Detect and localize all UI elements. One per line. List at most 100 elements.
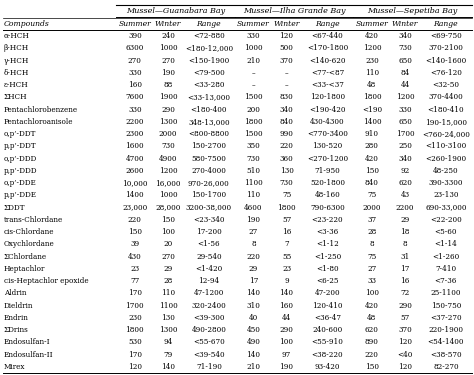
Text: 8: 8 bbox=[370, 240, 374, 248]
Text: 7600: 7600 bbox=[126, 93, 144, 101]
Text: <1-420: <1-420 bbox=[195, 265, 222, 273]
Text: 150: 150 bbox=[161, 216, 175, 224]
Text: 7-410: 7-410 bbox=[435, 265, 456, 273]
Text: 40: 40 bbox=[249, 314, 258, 322]
Text: 12-94: 12-94 bbox=[198, 277, 219, 285]
Text: Summer: Summer bbox=[118, 20, 151, 28]
Text: 330: 330 bbox=[128, 69, 142, 77]
Text: 82-270: 82-270 bbox=[433, 363, 459, 371]
Text: 28: 28 bbox=[367, 228, 376, 236]
Text: Winter: Winter bbox=[273, 20, 300, 28]
Text: 75: 75 bbox=[367, 253, 376, 261]
Text: 2200: 2200 bbox=[396, 204, 414, 212]
Text: 190: 190 bbox=[161, 69, 175, 77]
Text: 240-600: 240-600 bbox=[312, 326, 343, 334]
Text: 420: 420 bbox=[365, 154, 379, 163]
Text: 170: 170 bbox=[128, 290, 142, 297]
Text: <54-1400: <54-1400 bbox=[428, 338, 464, 346]
Text: 490-2800: 490-2800 bbox=[191, 326, 226, 334]
Text: 580-7500: 580-7500 bbox=[191, 154, 226, 163]
Text: o,p’-DDD: o,p’-DDD bbox=[4, 154, 37, 163]
Text: 1800: 1800 bbox=[277, 204, 296, 212]
Text: Range: Range bbox=[315, 20, 340, 28]
Text: Range: Range bbox=[197, 20, 221, 28]
Text: <190: <190 bbox=[362, 106, 382, 114]
Text: <36-47: <36-47 bbox=[314, 314, 341, 322]
Text: Mussel—Ilha Grande Bay: Mussel—Ilha Grande Bay bbox=[243, 7, 346, 15]
Text: 1500: 1500 bbox=[244, 130, 263, 138]
Text: 370-4400: 370-4400 bbox=[428, 93, 463, 101]
Text: 1100: 1100 bbox=[244, 179, 263, 187]
Text: 39: 39 bbox=[130, 240, 139, 248]
Text: 280: 280 bbox=[365, 142, 379, 150]
Text: cis-Heptachlor epoxide: cis-Heptachlor epoxide bbox=[4, 277, 89, 285]
Text: 6300: 6300 bbox=[126, 44, 144, 53]
Text: <180-410: <180-410 bbox=[428, 106, 464, 114]
Text: 1700: 1700 bbox=[126, 302, 144, 310]
Text: 340: 340 bbox=[398, 154, 412, 163]
Text: ΣDrins: ΣDrins bbox=[4, 326, 29, 334]
Text: <170-1800: <170-1800 bbox=[307, 44, 348, 53]
Text: 840: 840 bbox=[280, 118, 293, 126]
Text: 500: 500 bbox=[280, 44, 293, 53]
Text: 44: 44 bbox=[282, 314, 291, 322]
Text: 730: 730 bbox=[161, 142, 175, 150]
Text: <33-<37: <33-<37 bbox=[311, 81, 344, 89]
Text: α-HCH: α-HCH bbox=[4, 32, 30, 40]
Text: trans-Chlordane: trans-Chlordane bbox=[4, 216, 63, 224]
Text: p,p’-DDD: p,p’-DDD bbox=[4, 167, 37, 175]
Text: 93-420: 93-420 bbox=[315, 363, 340, 371]
Text: <1-56: <1-56 bbox=[198, 240, 220, 248]
Text: 130: 130 bbox=[161, 314, 175, 322]
Text: δ-HCH: δ-HCH bbox=[4, 69, 29, 77]
Text: Winter: Winter bbox=[155, 20, 181, 28]
Text: 190-15,000: 190-15,000 bbox=[425, 118, 467, 126]
Text: <5-60: <5-60 bbox=[435, 228, 457, 236]
Text: 84: 84 bbox=[401, 69, 410, 77]
Text: 330: 330 bbox=[246, 32, 260, 40]
Text: <79-500: <79-500 bbox=[193, 69, 225, 77]
Text: 420: 420 bbox=[365, 302, 379, 310]
Text: <7-36: <7-36 bbox=[435, 277, 457, 285]
Text: <39-540: <39-540 bbox=[193, 351, 225, 358]
Text: 790-6300: 790-6300 bbox=[310, 204, 345, 212]
Text: 140: 140 bbox=[280, 290, 293, 297]
Text: 650: 650 bbox=[398, 57, 412, 64]
Text: 2300: 2300 bbox=[126, 130, 144, 138]
Text: 160: 160 bbox=[280, 302, 293, 310]
Text: 1600: 1600 bbox=[126, 142, 144, 150]
Text: 230: 230 bbox=[128, 314, 142, 322]
Text: <40: <40 bbox=[397, 351, 413, 358]
Text: 79: 79 bbox=[164, 351, 173, 358]
Text: 1700: 1700 bbox=[396, 130, 414, 138]
Text: 28,000: 28,000 bbox=[155, 204, 181, 212]
Text: <1-250: <1-250 bbox=[314, 253, 341, 261]
Text: –: – bbox=[252, 69, 255, 77]
Text: 1500: 1500 bbox=[244, 93, 263, 101]
Text: Pentachlorobenzene: Pentachlorobenzene bbox=[4, 106, 78, 114]
Text: 290: 290 bbox=[280, 326, 293, 334]
Text: 100: 100 bbox=[161, 228, 175, 236]
Text: <55-670: <55-670 bbox=[193, 338, 225, 346]
Text: 2000: 2000 bbox=[363, 204, 381, 212]
Text: 17-200: 17-200 bbox=[196, 228, 222, 236]
Text: 620: 620 bbox=[398, 179, 412, 187]
Text: 520-1800: 520-1800 bbox=[310, 179, 345, 187]
Text: <33-13,000: <33-13,000 bbox=[187, 93, 230, 101]
Text: 650: 650 bbox=[398, 118, 412, 126]
Text: 110: 110 bbox=[246, 191, 260, 200]
Text: 120-1800: 120-1800 bbox=[310, 93, 345, 101]
Text: 31: 31 bbox=[401, 253, 410, 261]
Text: 840: 840 bbox=[365, 179, 379, 187]
Text: 240: 240 bbox=[161, 32, 175, 40]
Text: 4700: 4700 bbox=[126, 154, 144, 163]
Text: <39-300: <39-300 bbox=[193, 314, 225, 322]
Text: <1-80: <1-80 bbox=[316, 265, 339, 273]
Text: 1100: 1100 bbox=[159, 302, 177, 310]
Text: 270: 270 bbox=[128, 57, 142, 64]
Text: 75: 75 bbox=[282, 191, 291, 200]
Text: <38-570: <38-570 bbox=[430, 351, 462, 358]
Text: 23: 23 bbox=[282, 265, 291, 273]
Text: 4900: 4900 bbox=[159, 154, 177, 163]
Text: 44: 44 bbox=[401, 81, 410, 89]
